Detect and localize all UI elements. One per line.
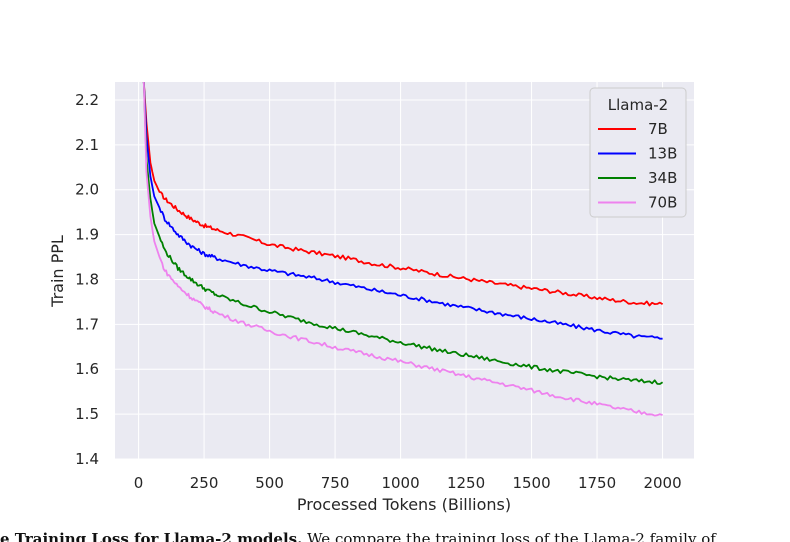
chart: 0 250 500 750 1000 1250 1500 1750 2000 1.4 1.5 1.6… bbox=[48, 81, 694, 514]
figure-caption: e Training Loss for Llama-2 models. We c… bbox=[0, 530, 790, 542]
y-tick-labels: 1.4 1.5 1.6 1.7 1.8 1.9 2.0 2.1 2.2 bbox=[75, 91, 99, 468]
y-tick-label: 2.1 bbox=[75, 136, 99, 154]
legend: Llama-2 7B 13B 34B 70B bbox=[589, 87, 687, 218]
series-line-7b bbox=[142, 81, 664, 307]
y-tick-label: 1.6 bbox=[75, 360, 99, 378]
y-tick-label: 2.2 bbox=[75, 91, 99, 109]
x-tick-label: 250 bbox=[190, 474, 219, 492]
series-line-70b bbox=[142, 81, 663, 417]
legend-items: 7B 13B 34B 70B bbox=[598, 120, 677, 212]
x-tick-label: 0 bbox=[134, 474, 144, 492]
y-tick-label: 1.9 bbox=[75, 226, 99, 244]
x-tick-label: 1500 bbox=[512, 474, 550, 492]
legend-title: Llama-2 bbox=[608, 96, 668, 114]
legend-label-13b: 13B bbox=[648, 145, 677, 163]
y-tick-label: 1.4 bbox=[75, 450, 99, 468]
legend-label-34b: 34B bbox=[648, 169, 677, 187]
x-tick-label: 750 bbox=[321, 474, 350, 492]
legend-box bbox=[589, 87, 687, 218]
series-line-13b bbox=[142, 81, 663, 340]
series-line-34b bbox=[142, 81, 664, 385]
x-tick-label: 500 bbox=[255, 474, 284, 492]
caption-bold: e Training Loss for Llama-2 models. bbox=[0, 530, 303, 542]
y-tick-label: 2.0 bbox=[75, 181, 99, 199]
x-tick-label: 2000 bbox=[643, 474, 681, 492]
y-tick-label: 1.5 bbox=[75, 405, 99, 423]
x-tick-label: 1250 bbox=[447, 474, 485, 492]
series-lines bbox=[142, 81, 664, 417]
x-tick-label: 1750 bbox=[578, 474, 616, 492]
y-tick-label: 1.8 bbox=[75, 270, 99, 288]
x-tick-labels: 0 250 500 750 1000 1250 1500 1750 2000 bbox=[134, 474, 682, 492]
legend-label-7b: 7B bbox=[648, 120, 668, 138]
legend-label-70b: 70B bbox=[648, 194, 677, 212]
y-tick-label: 1.7 bbox=[75, 315, 99, 333]
y-axis-label: Train PPL bbox=[48, 235, 67, 308]
x-tick-label: 1000 bbox=[381, 474, 419, 492]
x-axis-label: Processed Tokens (Billions) bbox=[297, 495, 511, 514]
caption-text: We compare the training loss of the Llam… bbox=[302, 530, 716, 542]
